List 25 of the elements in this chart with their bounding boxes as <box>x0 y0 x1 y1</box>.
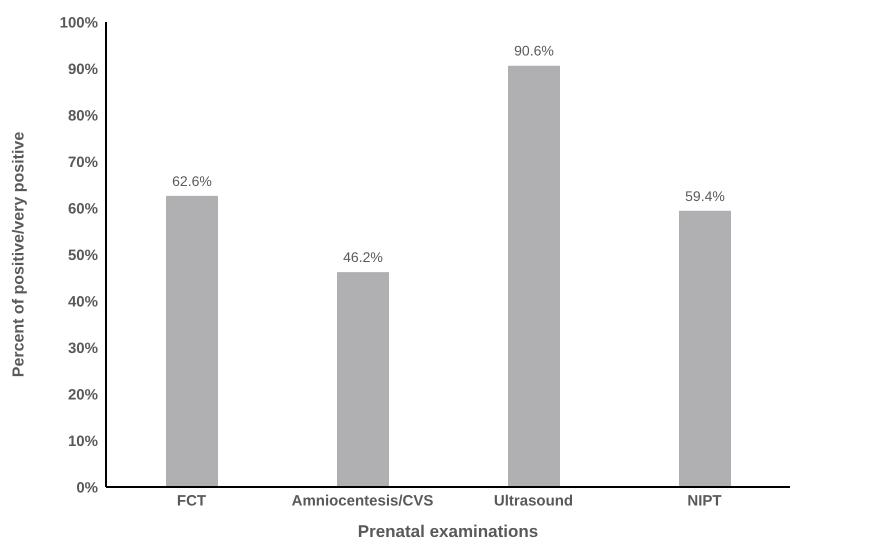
data-label: 62.6% <box>172 172 212 189</box>
x-axis-title: Prenatal examinations <box>358 522 538 541</box>
bar <box>337 272 389 487</box>
bar <box>679 210 731 487</box>
data-label: 46.2% <box>343 249 383 266</box>
x-tick-label: FCT <box>176 492 206 510</box>
data-label: 90.6% <box>514 42 554 59</box>
y-tick-label: 0% <box>76 479 98 496</box>
x-tick-label: NIPT <box>687 492 722 510</box>
x-tick-label: Amniocentesis/CVS <box>292 492 434 510</box>
y-tick-label: 30% <box>68 340 98 357</box>
y-tick-label: 90% <box>68 60 98 78</box>
y-tick-label: 10% <box>68 432 98 450</box>
bar <box>508 66 560 487</box>
data-label: 59.4% <box>685 188 725 204</box>
y-axis-title: Percent of positive/very positive <box>10 132 28 378</box>
x-tick-label: Ultrasound <box>494 492 574 510</box>
y-tick-label: 80% <box>68 107 98 124</box>
y-tick-label: 20% <box>68 386 98 404</box>
bar <box>166 196 218 487</box>
y-tick-label: 100% <box>60 14 98 32</box>
y-tick-label: 70% <box>68 154 98 171</box>
y-tick-label: 60% <box>68 200 98 218</box>
y-tick-label: 50% <box>68 246 98 264</box>
y-tick-label: 40% <box>68 293 98 310</box>
